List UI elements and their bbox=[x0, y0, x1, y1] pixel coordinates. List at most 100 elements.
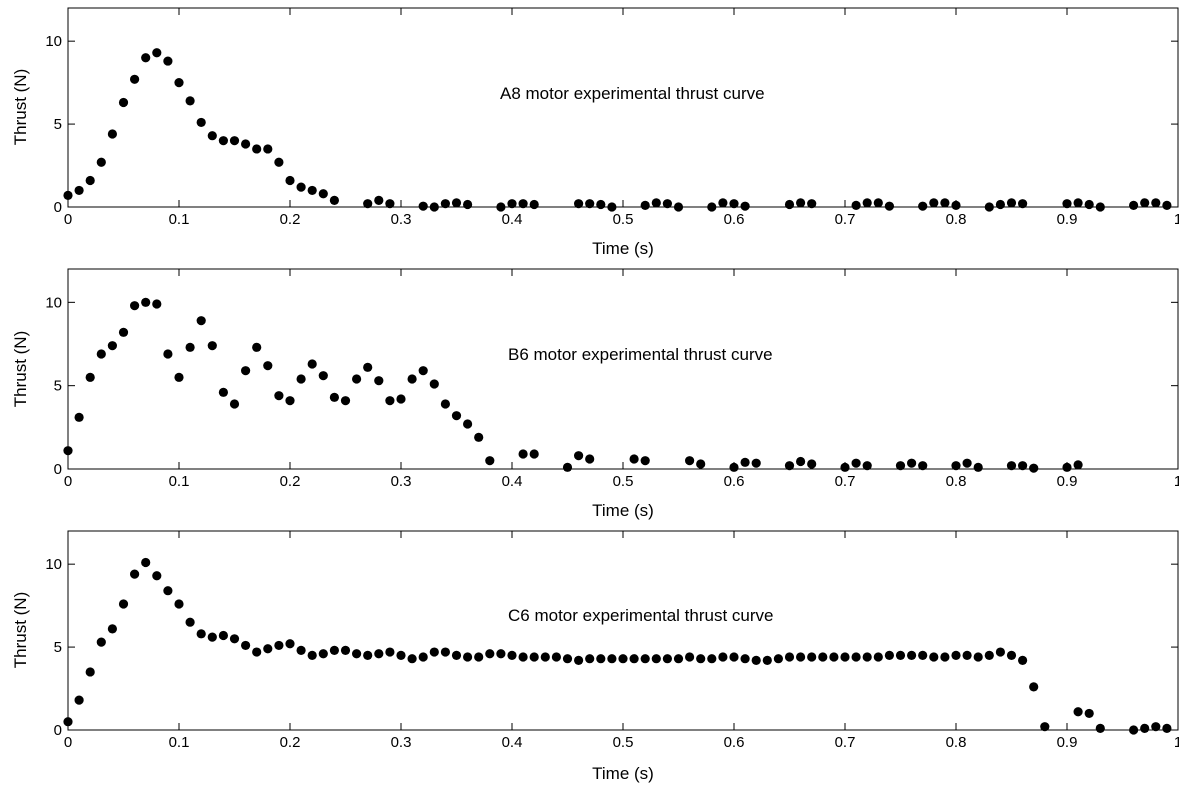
data-point bbox=[607, 654, 617, 664]
data-point bbox=[352, 649, 362, 659]
data-point bbox=[884, 201, 895, 211]
data-point bbox=[363, 199, 373, 209]
data-point bbox=[296, 374, 306, 384]
data-point bbox=[241, 366, 251, 376]
data-point bbox=[796, 456, 806, 467]
x-tick-label: 0.1 bbox=[169, 734, 190, 751]
data-point bbox=[385, 396, 395, 406]
y-tick-label: 0 bbox=[54, 461, 62, 478]
x-tick-label: 0.1 bbox=[169, 211, 190, 228]
data-point bbox=[418, 201, 428, 211]
data-point bbox=[385, 647, 395, 657]
data-point bbox=[307, 650, 317, 660]
data-point bbox=[918, 650, 928, 660]
data-point bbox=[740, 457, 750, 467]
data-point bbox=[1140, 723, 1150, 733]
data-point bbox=[1095, 202, 1105, 212]
data-point bbox=[340, 645, 351, 656]
data-point bbox=[274, 640, 284, 651]
x-tick-label: 0.5 bbox=[613, 211, 634, 228]
data-point bbox=[1006, 461, 1017, 471]
data-point bbox=[352, 374, 362, 384]
data-point bbox=[196, 316, 206, 326]
x-tick-label: 0.6 bbox=[724, 211, 745, 228]
data-point bbox=[163, 586, 173, 596]
data-point bbox=[252, 342, 262, 352]
x-tick-label: 1 bbox=[1174, 734, 1179, 751]
data-point bbox=[63, 717, 73, 727]
y-tick-label: 10 bbox=[45, 294, 62, 311]
data-point bbox=[363, 650, 373, 660]
data-point bbox=[673, 654, 684, 664]
x-tick-label: 0.3 bbox=[391, 734, 412, 751]
data-point bbox=[407, 374, 417, 384]
data-point bbox=[407, 654, 417, 664]
data-point bbox=[463, 652, 473, 662]
data-point bbox=[729, 199, 739, 209]
data-points bbox=[63, 297, 1083, 473]
data-point bbox=[329, 195, 339, 205]
data-point bbox=[74, 695, 84, 705]
data-point bbox=[696, 654, 706, 664]
data-point bbox=[241, 640, 251, 651]
data-point bbox=[1129, 725, 1139, 735]
data-point bbox=[285, 175, 295, 186]
data-point bbox=[318, 189, 328, 199]
data-point bbox=[274, 157, 284, 167]
data-point bbox=[796, 652, 806, 662]
y-tick-label: 10 bbox=[45, 556, 62, 573]
data-point bbox=[485, 456, 495, 466]
data-point bbox=[429, 379, 439, 389]
x-tick-label: 0 bbox=[64, 734, 72, 751]
data-point bbox=[96, 637, 106, 647]
data-point bbox=[673, 202, 684, 212]
data-point bbox=[229, 634, 240, 644]
data-point bbox=[218, 630, 228, 641]
data-point bbox=[496, 202, 506, 212]
x-tick-label: 0.6 bbox=[724, 734, 745, 751]
data-point bbox=[152, 299, 162, 309]
x-axis: 0 0.1 0.2 0.3 0.4 0.5 0.6 0.7 0.8 0.9 1 bbox=[64, 8, 1179, 228]
data-point bbox=[118, 97, 129, 108]
data-point bbox=[1029, 463, 1039, 473]
data-point bbox=[163, 349, 173, 359]
data-point bbox=[518, 449, 528, 459]
data-point bbox=[318, 371, 328, 381]
data-point bbox=[984, 202, 994, 212]
data-point bbox=[685, 652, 695, 662]
data-point bbox=[685, 456, 695, 466]
data-point bbox=[229, 399, 240, 409]
data-point bbox=[218, 387, 228, 397]
data-point bbox=[662, 199, 673, 209]
data-point bbox=[485, 649, 495, 659]
data-point bbox=[618, 654, 628, 664]
data-point bbox=[1095, 723, 1105, 733]
data-point bbox=[107, 341, 117, 351]
data-point bbox=[807, 199, 817, 209]
data-point bbox=[551, 652, 562, 662]
data-point bbox=[296, 182, 306, 192]
data-point bbox=[640, 200, 650, 210]
x-tick-label: 0.8 bbox=[946, 734, 967, 751]
data-point bbox=[574, 199, 584, 209]
data-point bbox=[196, 117, 206, 128]
data-point bbox=[1062, 462, 1072, 472]
data-point bbox=[873, 652, 883, 662]
data-point bbox=[263, 361, 273, 371]
data-point bbox=[862, 461, 872, 471]
data-point bbox=[440, 399, 450, 409]
data-point bbox=[718, 652, 728, 662]
data-point bbox=[85, 175, 95, 186]
data-point bbox=[85, 667, 95, 677]
data-point bbox=[995, 647, 1006, 657]
y-tick-label: 0 bbox=[54, 199, 62, 216]
data-point bbox=[329, 392, 339, 402]
plot-area bbox=[67, 7, 1179, 208]
data-point bbox=[840, 652, 850, 662]
panel-b6: 0 0.1 0.2 0.3 0.4 0.5 0.6 0.7 0.8 0.9 1 0 5 10 Time … bbox=[11, 268, 1179, 520]
data-point bbox=[174, 78, 184, 88]
data-point bbox=[807, 652, 817, 662]
data-point bbox=[196, 629, 206, 639]
data-point bbox=[185, 96, 195, 106]
